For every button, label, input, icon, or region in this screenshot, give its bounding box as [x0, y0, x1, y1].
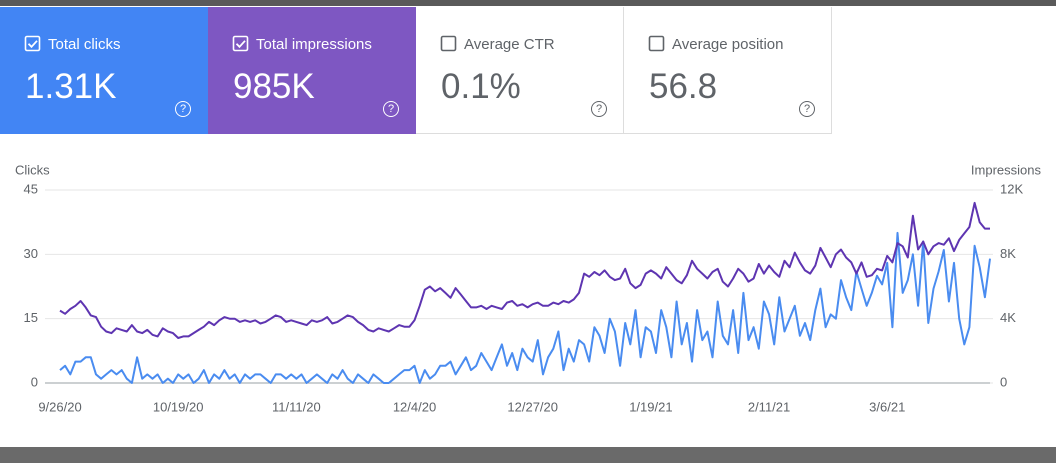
- checkbox: [648, 35, 665, 52]
- x-tick-label: 10/19/20: [153, 399, 204, 414]
- x-tick-label: 9/26/20: [38, 399, 81, 414]
- checkbox-box: [232, 35, 249, 52]
- metric-label: Average position: [672, 36, 784, 53]
- metric-label: Total impressions: [256, 36, 372, 53]
- y2-axis-title: Impressions: [971, 162, 1042, 177]
- checkbox: [24, 35, 41, 52]
- y2-tick-label: 8K: [1000, 246, 1016, 261]
- top-border: [0, 0, 1056, 6]
- x-tick-label: 12/27/20: [507, 399, 558, 414]
- metric-card[interactable]: Average CTR 0.1%?: [416, 7, 624, 134]
- y2-tick-label: 0: [1000, 374, 1007, 389]
- metric-value: 1.31K: [25, 67, 117, 106]
- metric-label: Average CTR: [464, 36, 555, 53]
- checkbox-box: [24, 35, 41, 52]
- metric-value: 0.1%: [441, 67, 521, 106]
- series-line: [59, 201, 990, 339]
- help-icon: ?: [591, 101, 607, 117]
- bottom-border: [0, 447, 1056, 463]
- metric-cards: Total clicks 1.31K? Total impressions 985K?…: [0, 7, 832, 134]
- checkbox-box: [648, 35, 665, 52]
- x-tick-label: 1/19/21: [629, 399, 672, 414]
- help-icon: ?: [799, 101, 815, 117]
- y2-tick-label: 4K: [1000, 310, 1016, 325]
- y2-tick-label: 12K: [1000, 181, 1023, 196]
- checkbox: [440, 35, 457, 52]
- series-line: [59, 231, 991, 384]
- metric-value: 56.8: [649, 67, 718, 106]
- metric-label: Total clicks: [48, 36, 121, 53]
- checkbox-box: [440, 35, 457, 52]
- metric-card[interactable]: Average position 56.8?: [624, 7, 832, 134]
- metric-card[interactable]: Total impressions 985K?: [208, 7, 416, 134]
- y-tick-label: 15: [24, 310, 38, 325]
- metric-value: 985K: [233, 67, 315, 106]
- checkmark: [235, 40, 246, 49]
- help-icon: ?: [383, 101, 399, 117]
- x-tick-label: 2/11/21: [748, 399, 790, 414]
- x-tick-label: 3/6/21: [869, 399, 905, 414]
- metric-card[interactable]: Total clicks 1.31K?: [0, 7, 208, 134]
- checkbox: [232, 35, 249, 52]
- y-tick-label: 30: [24, 246, 38, 261]
- x-tick-label: 11/11/20: [272, 399, 321, 414]
- y-tick-label: 0: [31, 374, 38, 389]
- chart: Clicks Impressions 0 15 30 45 0 4K 8K 12K 9/26/2…: [15, 162, 1042, 414]
- y-axis-title: Clicks: [15, 162, 50, 177]
- checkmark: [27, 40, 38, 49]
- x-tick-label: 12/4/20: [393, 399, 436, 414]
- y-tick-label: 45: [24, 181, 38, 196]
- help-icon: ?: [175, 101, 191, 117]
